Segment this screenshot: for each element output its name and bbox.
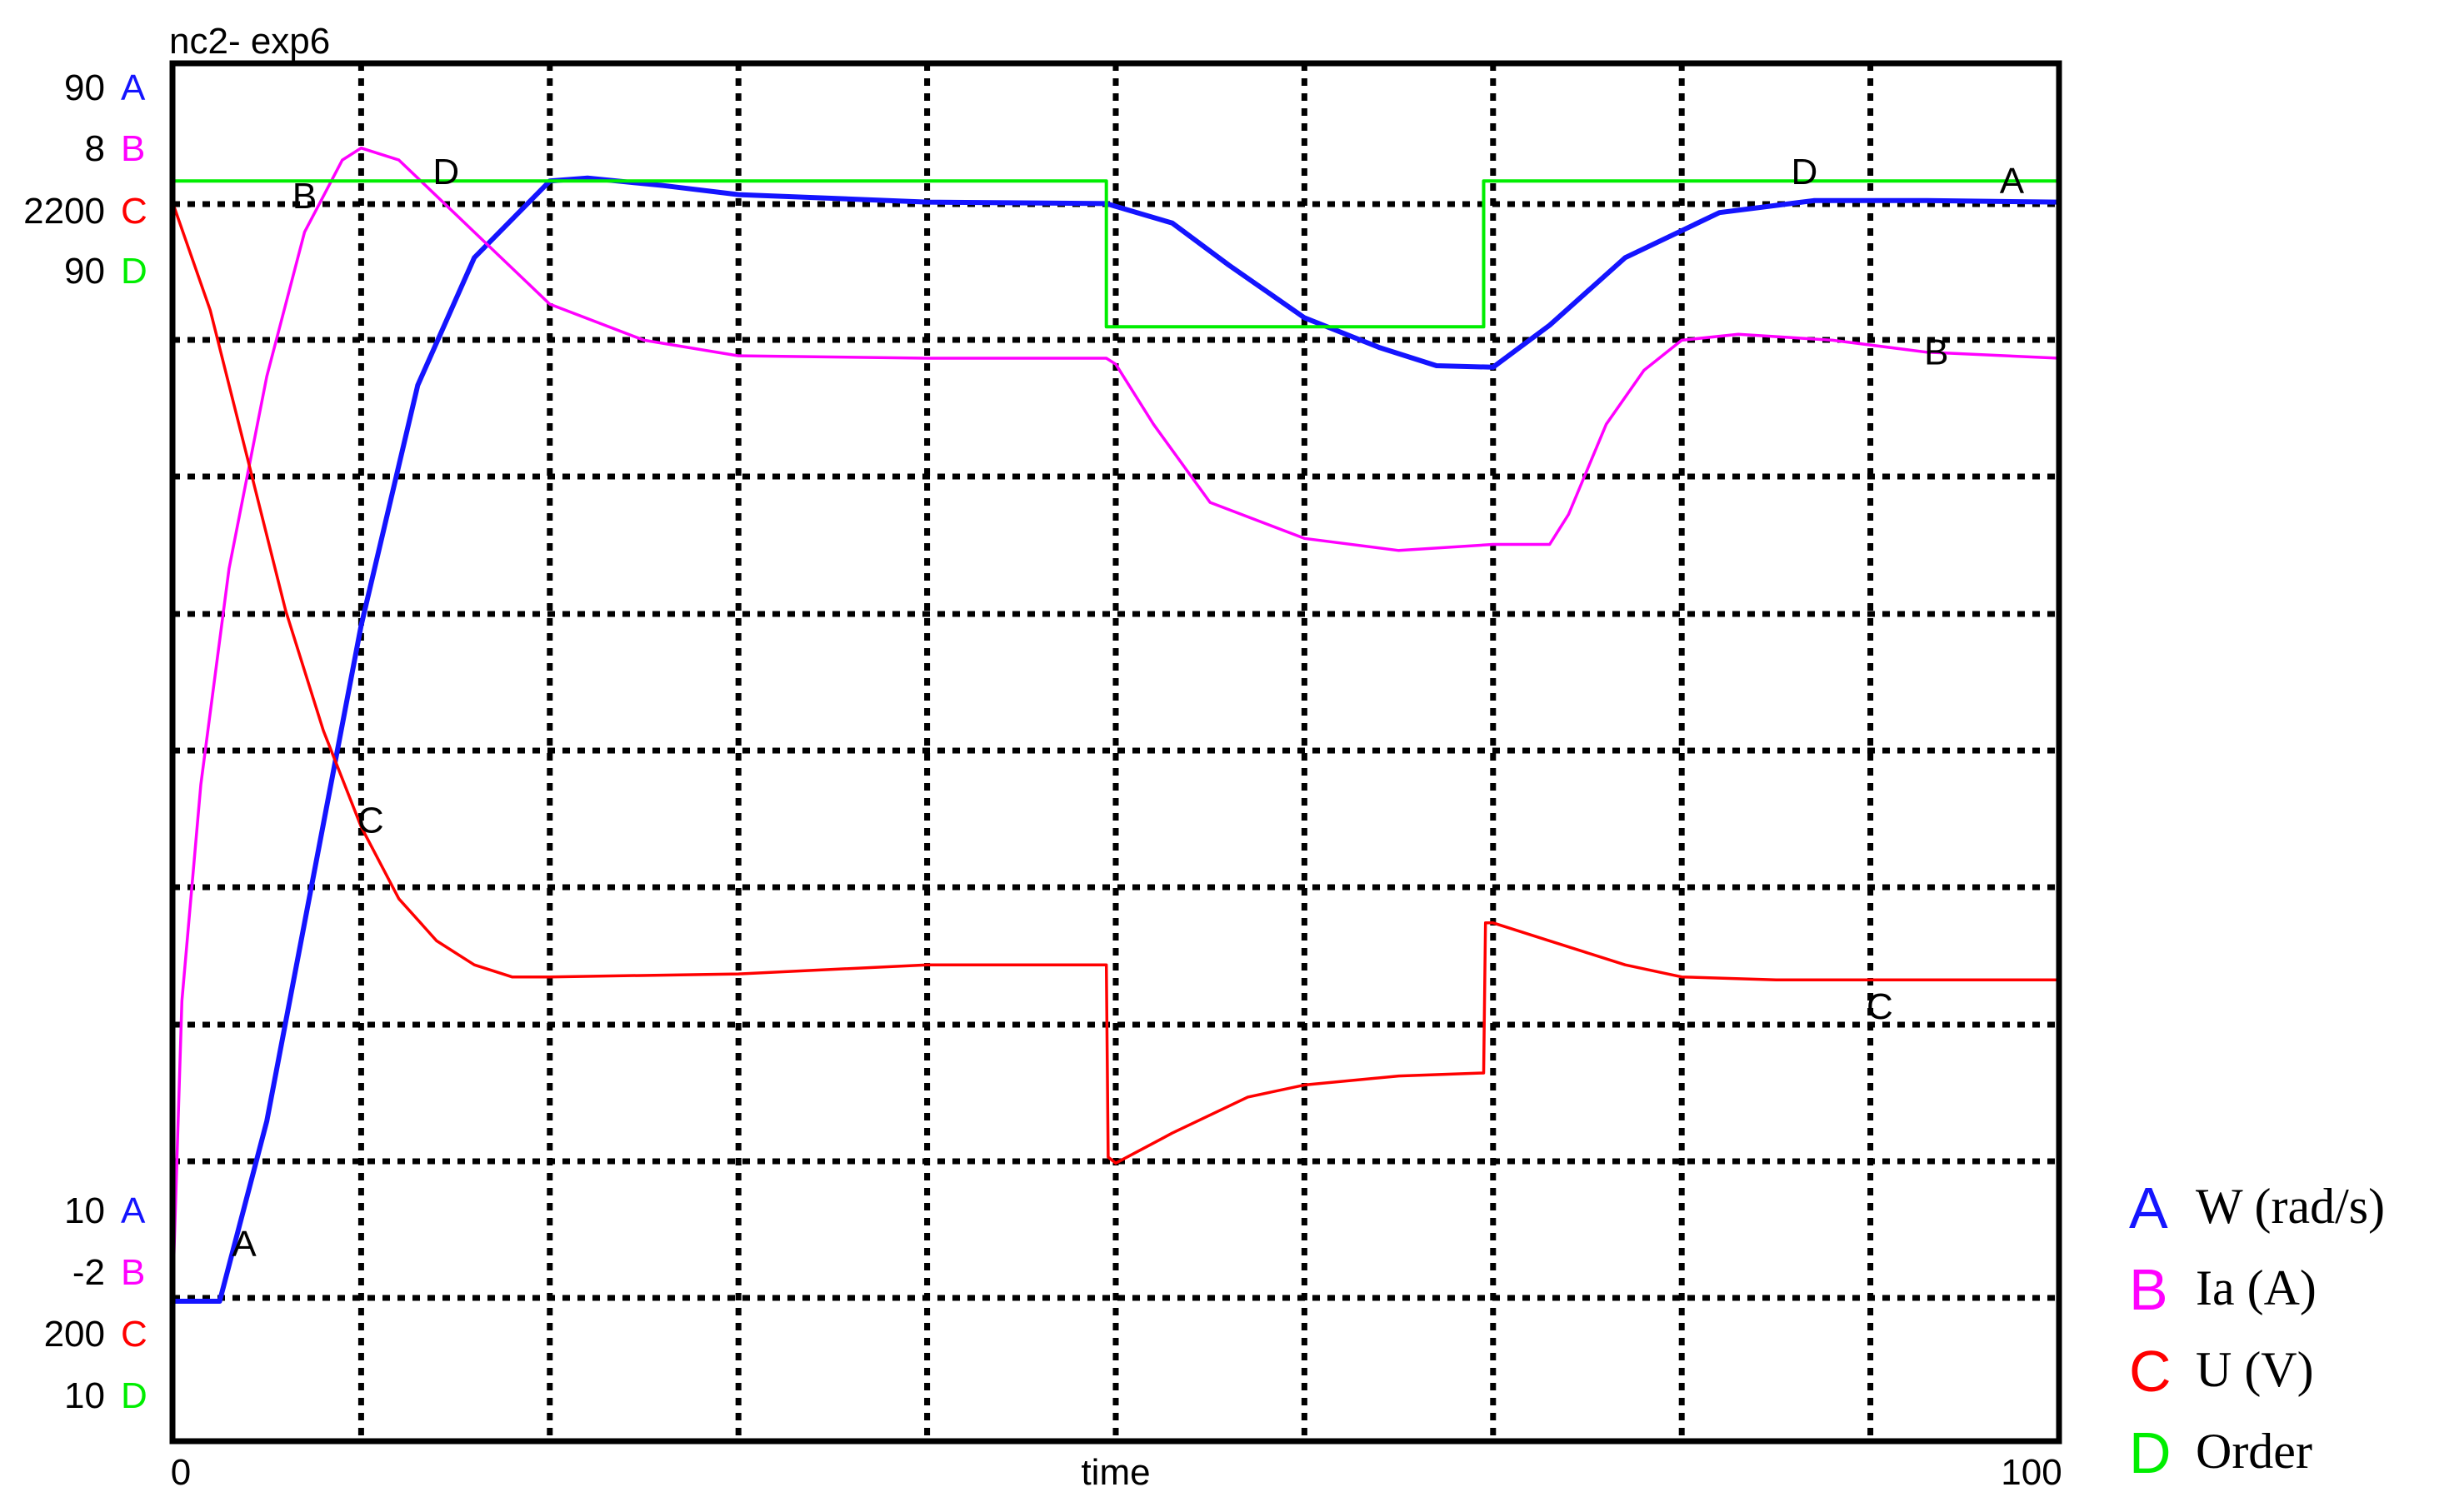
y-range-top-letter-d: D [121, 251, 147, 292]
legend-name-d: Order [2196, 1424, 2312, 1479]
curve-label-a: A [232, 1224, 257, 1265]
y-range-bottom-letter-c: C [121, 1314, 147, 1355]
legend-letter-c: C [2129, 1339, 2172, 1404]
series-lines [171, 146, 2060, 1304]
chart-title: nc2- exp6 [169, 21, 330, 62]
curve-label-d: D [432, 152, 459, 192]
y-range-bottom-letter-a: A [121, 1190, 146, 1231]
legend-letter-b: B [2129, 1257, 2168, 1322]
curve-labels: A A B B C C D D [232, 152, 2024, 1265]
y-range-top-value-d: 90 [64, 251, 105, 292]
legend-name-a: W (rad/s) [2196, 1179, 2385, 1234]
y-range-bottom-value-b: -2 [72, 1252, 105, 1293]
legend-letter-a: A [2129, 1175, 2168, 1240]
y-range-bottom-value-a: 10 [64, 1190, 105, 1231]
legend: A W (rad/s) B Ia (A) C U (V) D Order [2129, 1175, 2385, 1485]
y-range-bottom-value-c: 200 [44, 1314, 105, 1355]
legend-letter-d: D [2129, 1420, 2172, 1485]
y-range-top-letter-a: A [121, 67, 146, 108]
x-tick-label: 0 [171, 1452, 191, 1493]
y-range-bottom-letter-b: B [121, 1252, 145, 1293]
x-axis-label: time [1081, 1452, 1150, 1493]
grid [172, 63, 2059, 1441]
y-range-top-value-c: 2200 [23, 191, 105, 232]
legend-name-c: U (V) [2196, 1342, 2314, 1397]
curve-label-c: C [1867, 986, 1893, 1027]
curve-label-a: A [2000, 161, 2025, 202]
y-range-top-letter-c: C [121, 191, 147, 232]
x-tick-label: 100 [2001, 1452, 2062, 1493]
y-range-bottom-value-d: 10 [64, 1375, 105, 1416]
legend-name-b: Ia (A) [2196, 1260, 2317, 1315]
y-range-top-letter-b: B [121, 128, 145, 169]
curve-label-b: B [1924, 332, 1948, 372]
y-range-top-value-a: 90 [64, 67, 105, 108]
y-range-bottom-letter-d: D [121, 1375, 147, 1416]
curve-label-c: C [357, 801, 384, 841]
series-line-d [172, 179, 2059, 329]
series-line-b [171, 146, 2060, 1302]
series-line-c [171, 202, 2059, 1165]
curve-label-d: D [1791, 152, 1817, 192]
plot-frame [169, 60, 2062, 1445]
series-line-a [172, 175, 2060, 1304]
curve-label-b: B [292, 176, 317, 217]
y-range-top-value-b: 8 [85, 128, 105, 169]
